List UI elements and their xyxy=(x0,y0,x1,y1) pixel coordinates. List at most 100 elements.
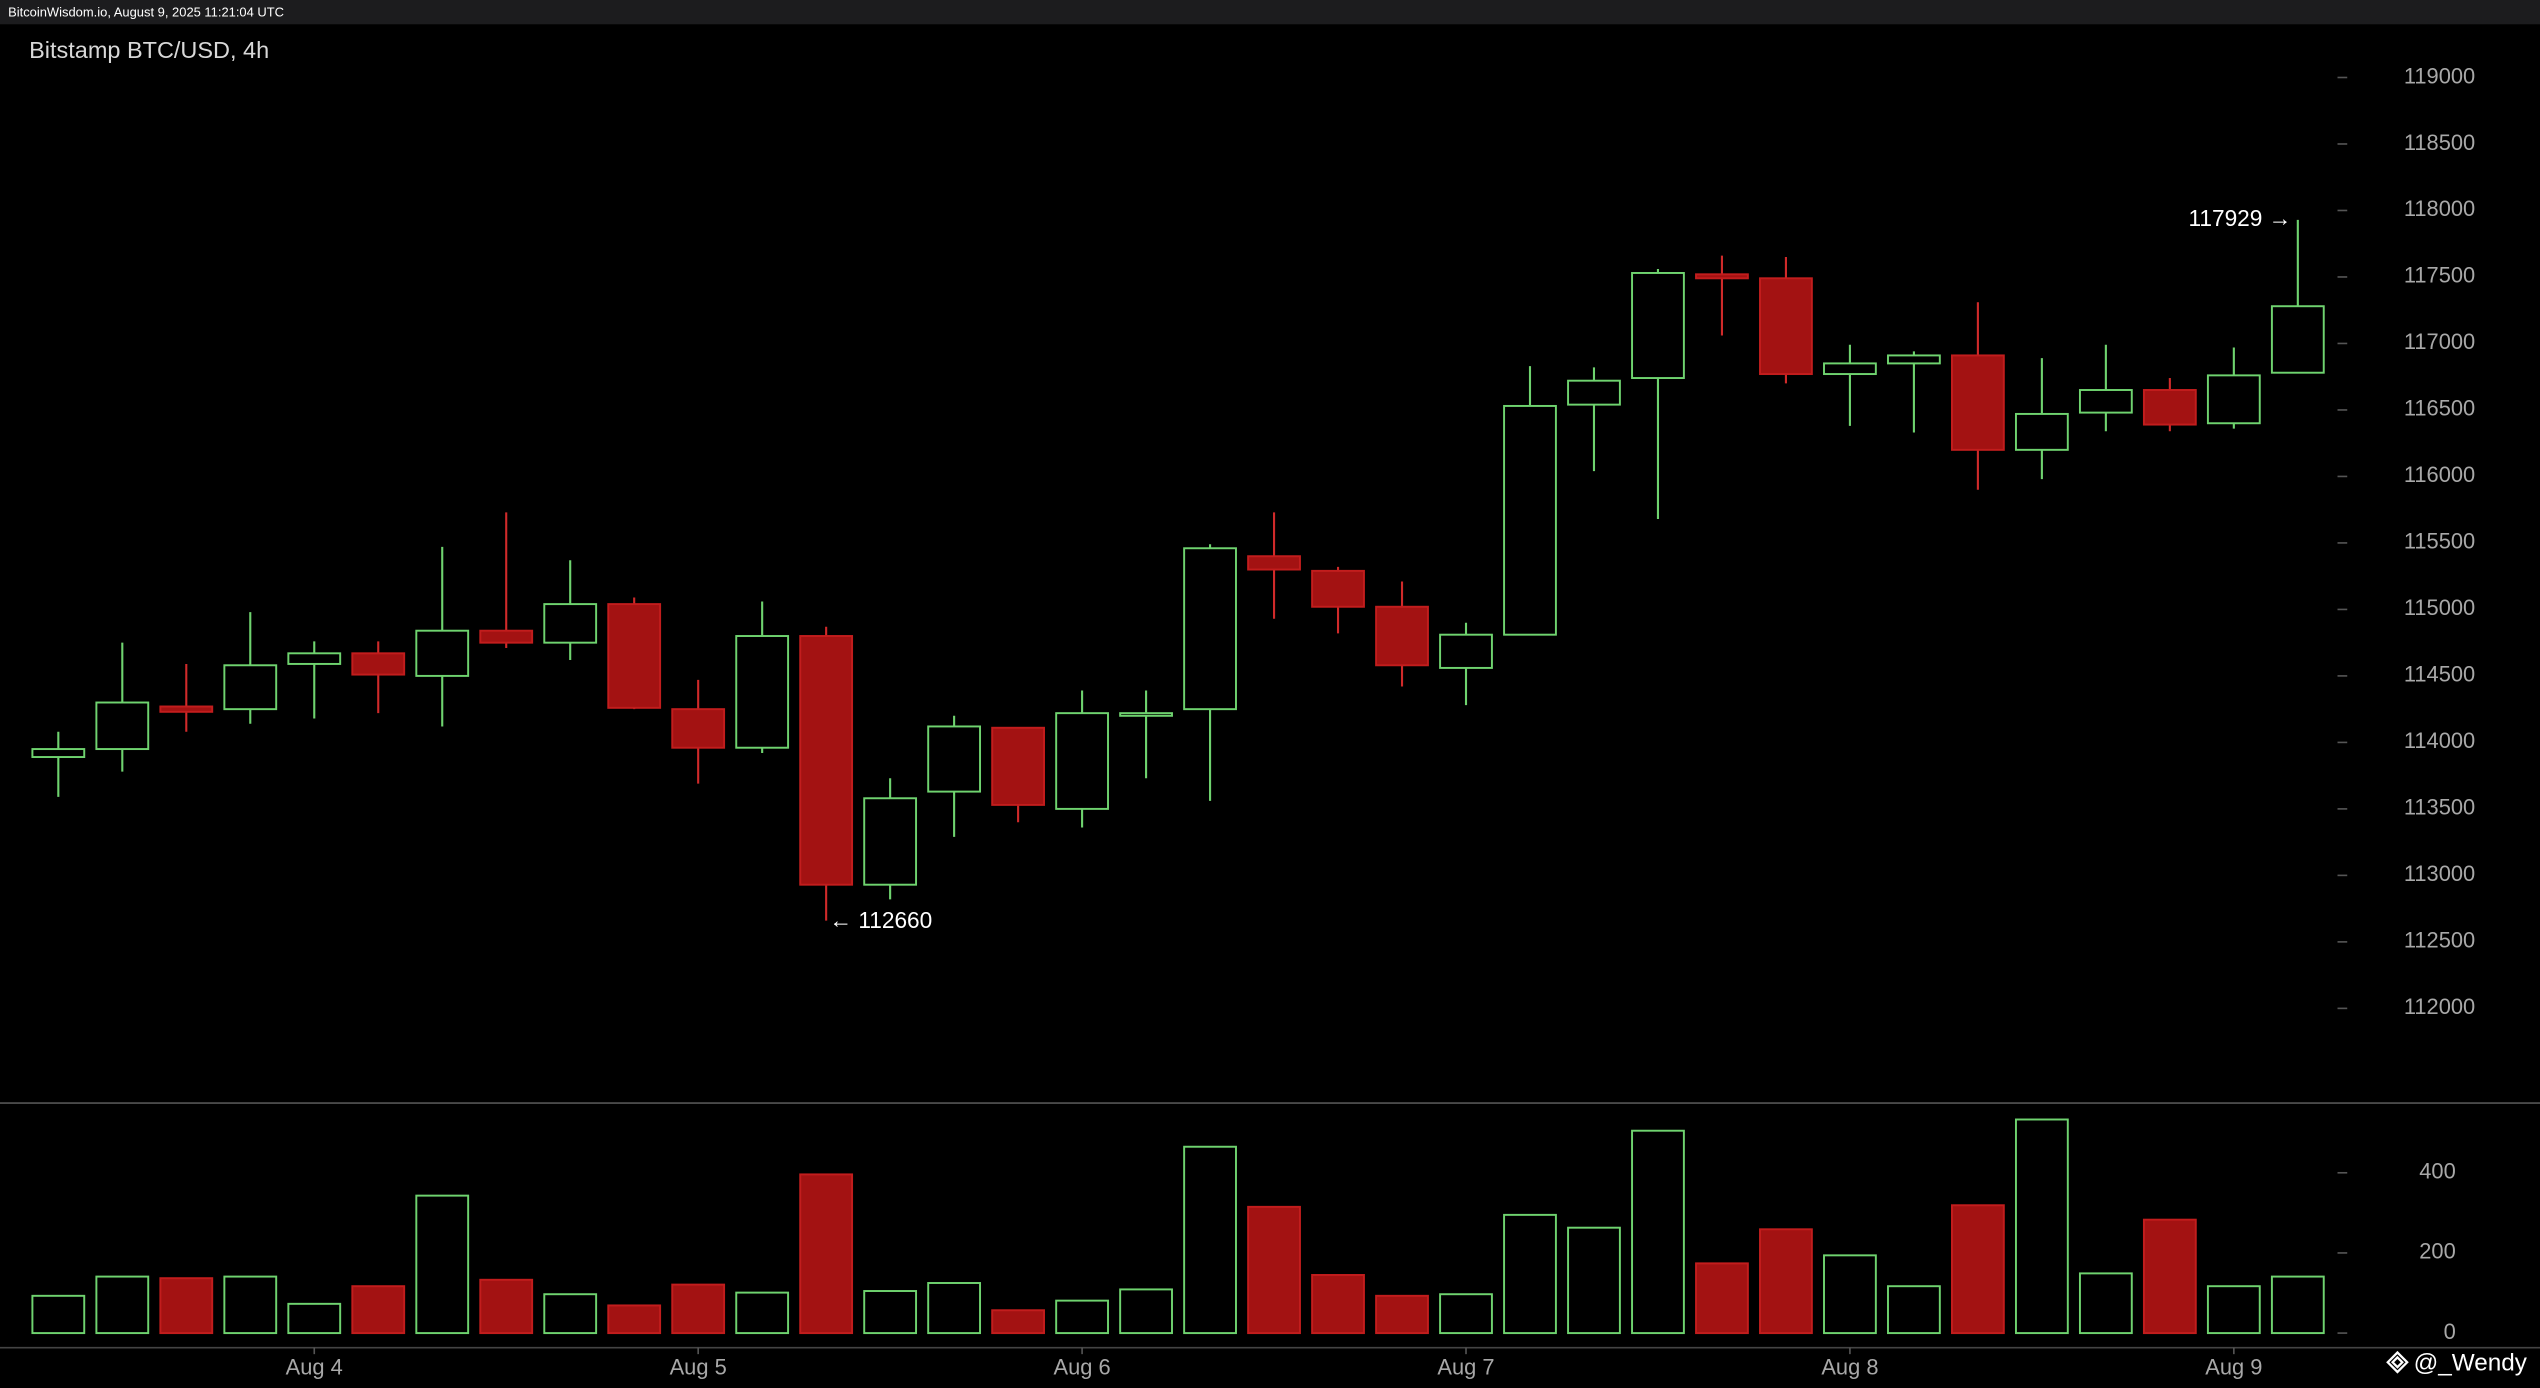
volume-bar xyxy=(1631,1129,1685,1335)
x-tick-label: Aug 9 xyxy=(2205,1355,2262,1380)
candle-body xyxy=(1119,712,1173,717)
watermark-icon xyxy=(2386,1350,2409,1374)
volume-bar xyxy=(543,1293,598,1335)
candle-body xyxy=(1055,712,1109,810)
y2-tick-label: 400 xyxy=(2419,1159,2455,1184)
candle-body xyxy=(1887,354,1941,365)
y-tick-label: 114500 xyxy=(2404,662,2475,687)
candle-body xyxy=(735,635,790,749)
x-tick-label: Aug 4 xyxy=(286,1355,343,1380)
volume-bar xyxy=(2078,1272,2133,1335)
volume-bar xyxy=(1439,1293,1493,1335)
volume-bar xyxy=(735,1291,790,1335)
candle-body xyxy=(1695,273,1749,280)
watermark-text: @_Wendy xyxy=(2414,1349,2528,1376)
x-tick-label: Aug 8 xyxy=(1821,1355,1878,1380)
volume-bar xyxy=(991,1309,1045,1335)
candle-body xyxy=(1567,379,1621,406)
candle-body xyxy=(1631,272,1685,380)
candle-body xyxy=(1823,362,1877,376)
candle-body xyxy=(1439,633,1493,669)
y-tick-label: 114000 xyxy=(2404,728,2475,753)
candle-body xyxy=(1503,404,1557,636)
header-bar xyxy=(0,0,2540,25)
x-tick-label: Aug 7 xyxy=(1437,1355,1494,1380)
candle-body xyxy=(671,708,726,749)
volume-bar xyxy=(1055,1299,1109,1335)
volume-bar xyxy=(1567,1226,1621,1335)
volume-bar xyxy=(1823,1254,1877,1335)
candle-body xyxy=(1951,354,2005,451)
y-tick-label: 115500 xyxy=(2404,529,2475,554)
volume-bar xyxy=(1503,1213,1557,1335)
volume-bar xyxy=(31,1294,86,1335)
candle-body xyxy=(1311,569,1365,608)
volume-bar xyxy=(479,1278,534,1335)
y-tick-label: 113000 xyxy=(2404,861,2475,886)
y-tick-label: 116500 xyxy=(2404,396,2475,421)
candle-body xyxy=(351,652,406,676)
volume-bar xyxy=(607,1304,662,1335)
y-tick-label: 119000 xyxy=(2404,63,2475,88)
candle-body xyxy=(95,701,150,751)
y-tick-label: 113500 xyxy=(2404,795,2475,820)
volume-bar xyxy=(1247,1205,1301,1335)
volume-bar xyxy=(927,1282,982,1335)
candle-body xyxy=(991,726,1045,806)
candle-body xyxy=(2270,305,2325,374)
annotation-low: ← 112660 xyxy=(829,907,932,933)
volume-bar xyxy=(1951,1204,2005,1335)
candle-body xyxy=(1759,277,1813,376)
candle-body xyxy=(863,797,918,886)
volume-bar xyxy=(2142,1218,2197,1335)
candle-body xyxy=(1183,547,1237,711)
candle-body xyxy=(415,629,470,677)
annotation-high: 117929 → xyxy=(2188,205,2291,231)
y-tick-label: 112500 xyxy=(2404,928,2475,953)
watermark: @_Wendy xyxy=(2386,1349,2528,1376)
candle-body xyxy=(287,652,342,665)
volume-bar xyxy=(2270,1275,2325,1335)
volume-bar xyxy=(1887,1285,1941,1335)
candle-body xyxy=(2014,412,2069,451)
volume-bar xyxy=(2206,1285,2261,1335)
candle-body xyxy=(223,664,278,711)
y-tick-label: 115000 xyxy=(2404,595,2475,620)
volume-bar xyxy=(1119,1288,1173,1335)
y2-tick-label: 0 xyxy=(2444,1319,2456,1344)
volume-bar xyxy=(799,1173,854,1335)
volume-bar xyxy=(415,1194,470,1335)
y-tick-label: 112000 xyxy=(2404,994,2475,1019)
x-tick-label: Aug 5 xyxy=(670,1355,727,1380)
header-source: BitcoinWisdom.io, August 9, 2025 11:21:0… xyxy=(8,4,284,19)
volume-bar xyxy=(2014,1118,2069,1335)
x-tick-label: Aug 6 xyxy=(1054,1355,1111,1380)
y-tick-label: 116000 xyxy=(2404,462,2475,487)
volume-bar xyxy=(1183,1145,1237,1335)
candle-body xyxy=(1375,605,1429,667)
volume-bar xyxy=(1695,1262,1749,1335)
y-tick-label: 118000 xyxy=(2404,196,2475,221)
y2-tick-label: 200 xyxy=(2419,1239,2455,1264)
candle-body xyxy=(31,748,86,759)
volume-bar xyxy=(1311,1274,1365,1335)
candle-body xyxy=(1247,555,1301,571)
candle-body xyxy=(607,603,662,709)
candle-body xyxy=(159,705,214,713)
candle-body xyxy=(799,635,854,886)
volume-bar xyxy=(159,1277,214,1335)
y-tick-label: 118500 xyxy=(2404,130,2475,155)
candle-body xyxy=(2206,374,2261,425)
candle-body xyxy=(543,603,598,644)
candle-body xyxy=(927,725,982,793)
y-tick-label: 117000 xyxy=(2404,329,2475,354)
volume-bar xyxy=(351,1285,406,1335)
candle-body xyxy=(2142,389,2197,426)
volume-bar xyxy=(1759,1228,1813,1335)
volume-bar xyxy=(95,1275,150,1335)
volume-bar xyxy=(1375,1294,1429,1335)
volume-bar xyxy=(863,1290,918,1335)
y-tick-label: 117500 xyxy=(2404,263,2475,288)
